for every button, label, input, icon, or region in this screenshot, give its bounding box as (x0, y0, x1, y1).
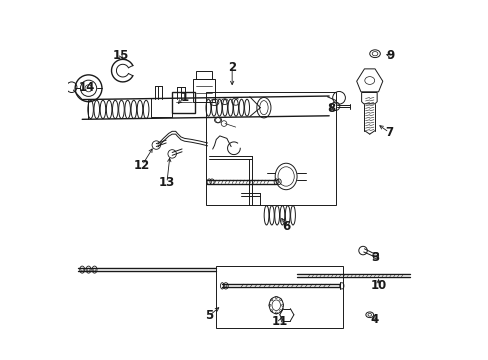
Bar (216, 266, 343, 328)
Text: 4: 4 (370, 313, 378, 326)
Bar (193, 80, 214, 102)
Text: 1: 1 (180, 91, 188, 104)
Text: 9: 9 (386, 49, 394, 62)
Text: 8: 8 (326, 102, 334, 115)
Bar (172, 92, 195, 113)
Text: 2: 2 (227, 60, 236, 73)
Text: 12: 12 (134, 159, 150, 172)
Text: 10: 10 (370, 279, 386, 292)
Text: 15: 15 (113, 49, 129, 62)
Text: 13: 13 (159, 176, 175, 189)
Bar (205, 92, 336, 205)
Text: 5: 5 (204, 309, 213, 322)
Text: 14: 14 (78, 81, 95, 94)
Text: 7: 7 (384, 126, 392, 139)
Text: 11: 11 (271, 315, 287, 328)
Bar (151, 98, 172, 117)
Bar (196, 71, 211, 80)
Text: 6: 6 (282, 220, 290, 233)
Text: 3: 3 (370, 251, 378, 264)
